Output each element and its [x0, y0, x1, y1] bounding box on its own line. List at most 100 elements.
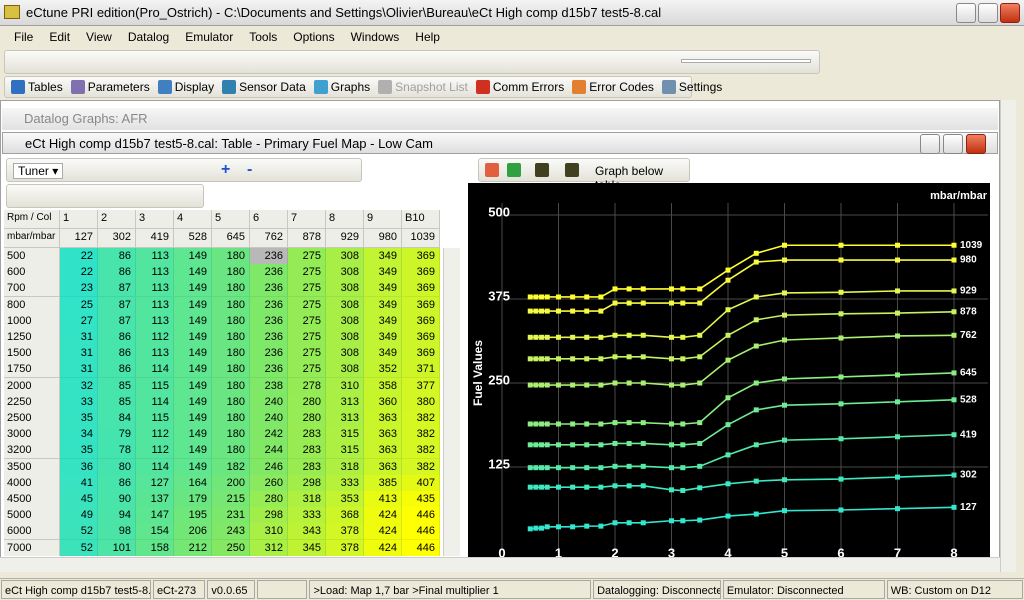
- fuel-cell[interactable]: 79: [98, 426, 136, 444]
- fuel-cell[interactable]: 112: [136, 442, 174, 460]
- fuel-cell[interactable]: 343: [288, 523, 326, 541]
- fuel-cell[interactable]: 158: [136, 539, 174, 556]
- fuel-cell[interactable]: 149: [174, 312, 212, 330]
- toolbar-button[interactable]: Settings: [661, 80, 722, 95]
- fuel-cell[interactable]: 182: [212, 458, 250, 476]
- graph-icon[interactable]: [535, 163, 549, 177]
- fuel-cell[interactable]: 368: [326, 507, 364, 525]
- fuel-cell[interactable]: 114: [136, 361, 174, 379]
- fuel-cell[interactable]: 180: [212, 345, 250, 363]
- minimize-button[interactable]: [956, 3, 976, 23]
- fuel-cell[interactable]: 98: [98, 523, 136, 541]
- fuel-cell[interactable]: 363: [364, 458, 402, 476]
- fuel-cell[interactable]: 149: [174, 442, 212, 460]
- fuel-cell[interactable]: 382: [402, 442, 440, 460]
- fuel-cell[interactable]: 87: [98, 280, 136, 298]
- sub-close[interactable]: [966, 134, 986, 154]
- fuel-cell[interactable]: 52: [60, 523, 98, 541]
- fuel-cell[interactable]: 84: [98, 410, 136, 427]
- fuel-cell[interactable]: 127: [136, 474, 174, 492]
- fuel-cell[interactable]: 360: [364, 393, 402, 411]
- fuel-cell[interactable]: 149: [174, 345, 212, 363]
- fuel-cell[interactable]: 240: [250, 393, 288, 411]
- table-window-title[interactable]: eCt High comp d15b7 test5-8.cal: Table -…: [2, 132, 998, 154]
- fuel-cell[interactable]: 308: [326, 329, 364, 346]
- fuel-cell[interactable]: 424: [364, 523, 402, 541]
- fuel-cell[interactable]: 112: [136, 426, 174, 444]
- fuel-cell[interactable]: 180: [212, 248, 250, 265]
- graph-icon[interactable]: [565, 163, 579, 177]
- fuel-cell[interactable]: 112: [136, 329, 174, 346]
- fuel-cell[interactable]: 25: [60, 296, 98, 314]
- fuel-cell[interactable]: 349: [364, 280, 402, 298]
- sub-maximize[interactable]: [943, 134, 963, 154]
- fuel-cell[interactable]: 231: [212, 507, 250, 525]
- fuel-cell[interactable]: 36: [60, 458, 98, 476]
- fuel-cell[interactable]: 41: [60, 474, 98, 492]
- fuel-cell[interactable]: 113: [136, 280, 174, 298]
- sub-minimize[interactable]: [920, 134, 940, 154]
- menu-item[interactable]: View: [86, 30, 112, 44]
- fuel-cell[interactable]: 378: [326, 539, 364, 556]
- toolbar-button[interactable]: Sensor Data: [222, 80, 306, 95]
- fuel-cell[interactable]: 363: [364, 426, 402, 444]
- fuel-cell[interactable]: 424: [364, 507, 402, 525]
- fuel-cell[interactable]: 378: [326, 523, 364, 541]
- fuel-cell[interactable]: 180: [212, 264, 250, 282]
- add-button[interactable]: +: [221, 161, 231, 178]
- datalog-window-title[interactable]: Datalog Graphs: AFR: [2, 108, 998, 130]
- fuel-cell[interactable]: 283: [288, 458, 326, 476]
- fuel-cell[interactable]: 349: [364, 312, 402, 330]
- fuel-cell[interactable]: 164: [174, 474, 212, 492]
- table-scrollbar[interactable]: [443, 248, 460, 556]
- fuel-cell[interactable]: 115: [136, 377, 174, 395]
- fuel-cell[interactable]: 180: [212, 377, 250, 395]
- fuel-cell[interactable]: 333: [326, 474, 364, 492]
- fuel-cell[interactable]: 275: [288, 296, 326, 314]
- fuel-cell[interactable]: 147: [136, 507, 174, 525]
- fuel-cell[interactable]: 308: [326, 248, 364, 265]
- fuel-cell[interactable]: 80: [98, 458, 136, 476]
- fuel-cell[interactable]: 35: [60, 410, 98, 427]
- fuel-cell[interactable]: 260: [250, 474, 288, 492]
- toolbar-button[interactable]: Comm Errors: [475, 80, 564, 95]
- fuel-cell[interactable]: 236: [250, 248, 288, 265]
- fuel-cell[interactable]: 283: [288, 426, 326, 444]
- menu-item[interactable]: Edit: [49, 30, 71, 44]
- fuel-cell[interactable]: 236: [250, 345, 288, 363]
- fuel-cell[interactable]: 308: [326, 296, 364, 314]
- fuel-cell[interactable]: 318: [326, 458, 364, 476]
- fuel-cell[interactable]: 310: [326, 377, 364, 395]
- fuel-cell[interactable]: 180: [212, 329, 250, 346]
- fuel-cell[interactable]: 212: [174, 539, 212, 556]
- fuel-cell[interactable]: 377: [402, 377, 440, 395]
- fuel-cell[interactable]: 90: [98, 491, 136, 508]
- fuel-cell[interactable]: 275: [288, 280, 326, 298]
- fuel-cell[interactable]: 113: [136, 264, 174, 282]
- fuel-cell[interactable]: 318: [288, 491, 326, 508]
- fuel-cell[interactable]: 242: [250, 426, 288, 444]
- fuel-cell[interactable]: 113: [136, 345, 174, 363]
- close-button[interactable]: [1000, 3, 1020, 23]
- fuel-cell[interactable]: 308: [326, 345, 364, 363]
- toolbar-button[interactable]: Graphs: [313, 80, 370, 95]
- fuel-cell[interactable]: 363: [364, 410, 402, 427]
- fuel-cell[interactable]: 371: [402, 361, 440, 379]
- fuel-cell[interactable]: 280: [250, 491, 288, 508]
- fuel-cell[interactable]: 236: [250, 329, 288, 346]
- menu-item[interactable]: Help: [415, 30, 440, 44]
- fuel-cell[interactable]: 369: [402, 296, 440, 314]
- fuel-cell[interactable]: 280: [288, 410, 326, 427]
- fuel-cell[interactable]: 180: [212, 410, 250, 427]
- fuel-cell[interactable]: 283: [288, 442, 326, 460]
- fuel-cell[interactable]: 149: [174, 393, 212, 411]
- fuel-cell[interactable]: 86: [98, 248, 136, 265]
- fuel-cell[interactable]: 424: [364, 539, 402, 556]
- subtract-button[interactable]: -: [247, 161, 253, 178]
- fuel-cell[interactable]: 313: [326, 410, 364, 427]
- fuel-cell[interactable]: 149: [174, 329, 212, 346]
- fuel-cell[interactable]: 35: [60, 442, 98, 460]
- fuel-cell[interactable]: 33: [60, 393, 98, 411]
- fuel-cell[interactable]: 369: [402, 345, 440, 363]
- fuel-cell[interactable]: 180: [212, 361, 250, 379]
